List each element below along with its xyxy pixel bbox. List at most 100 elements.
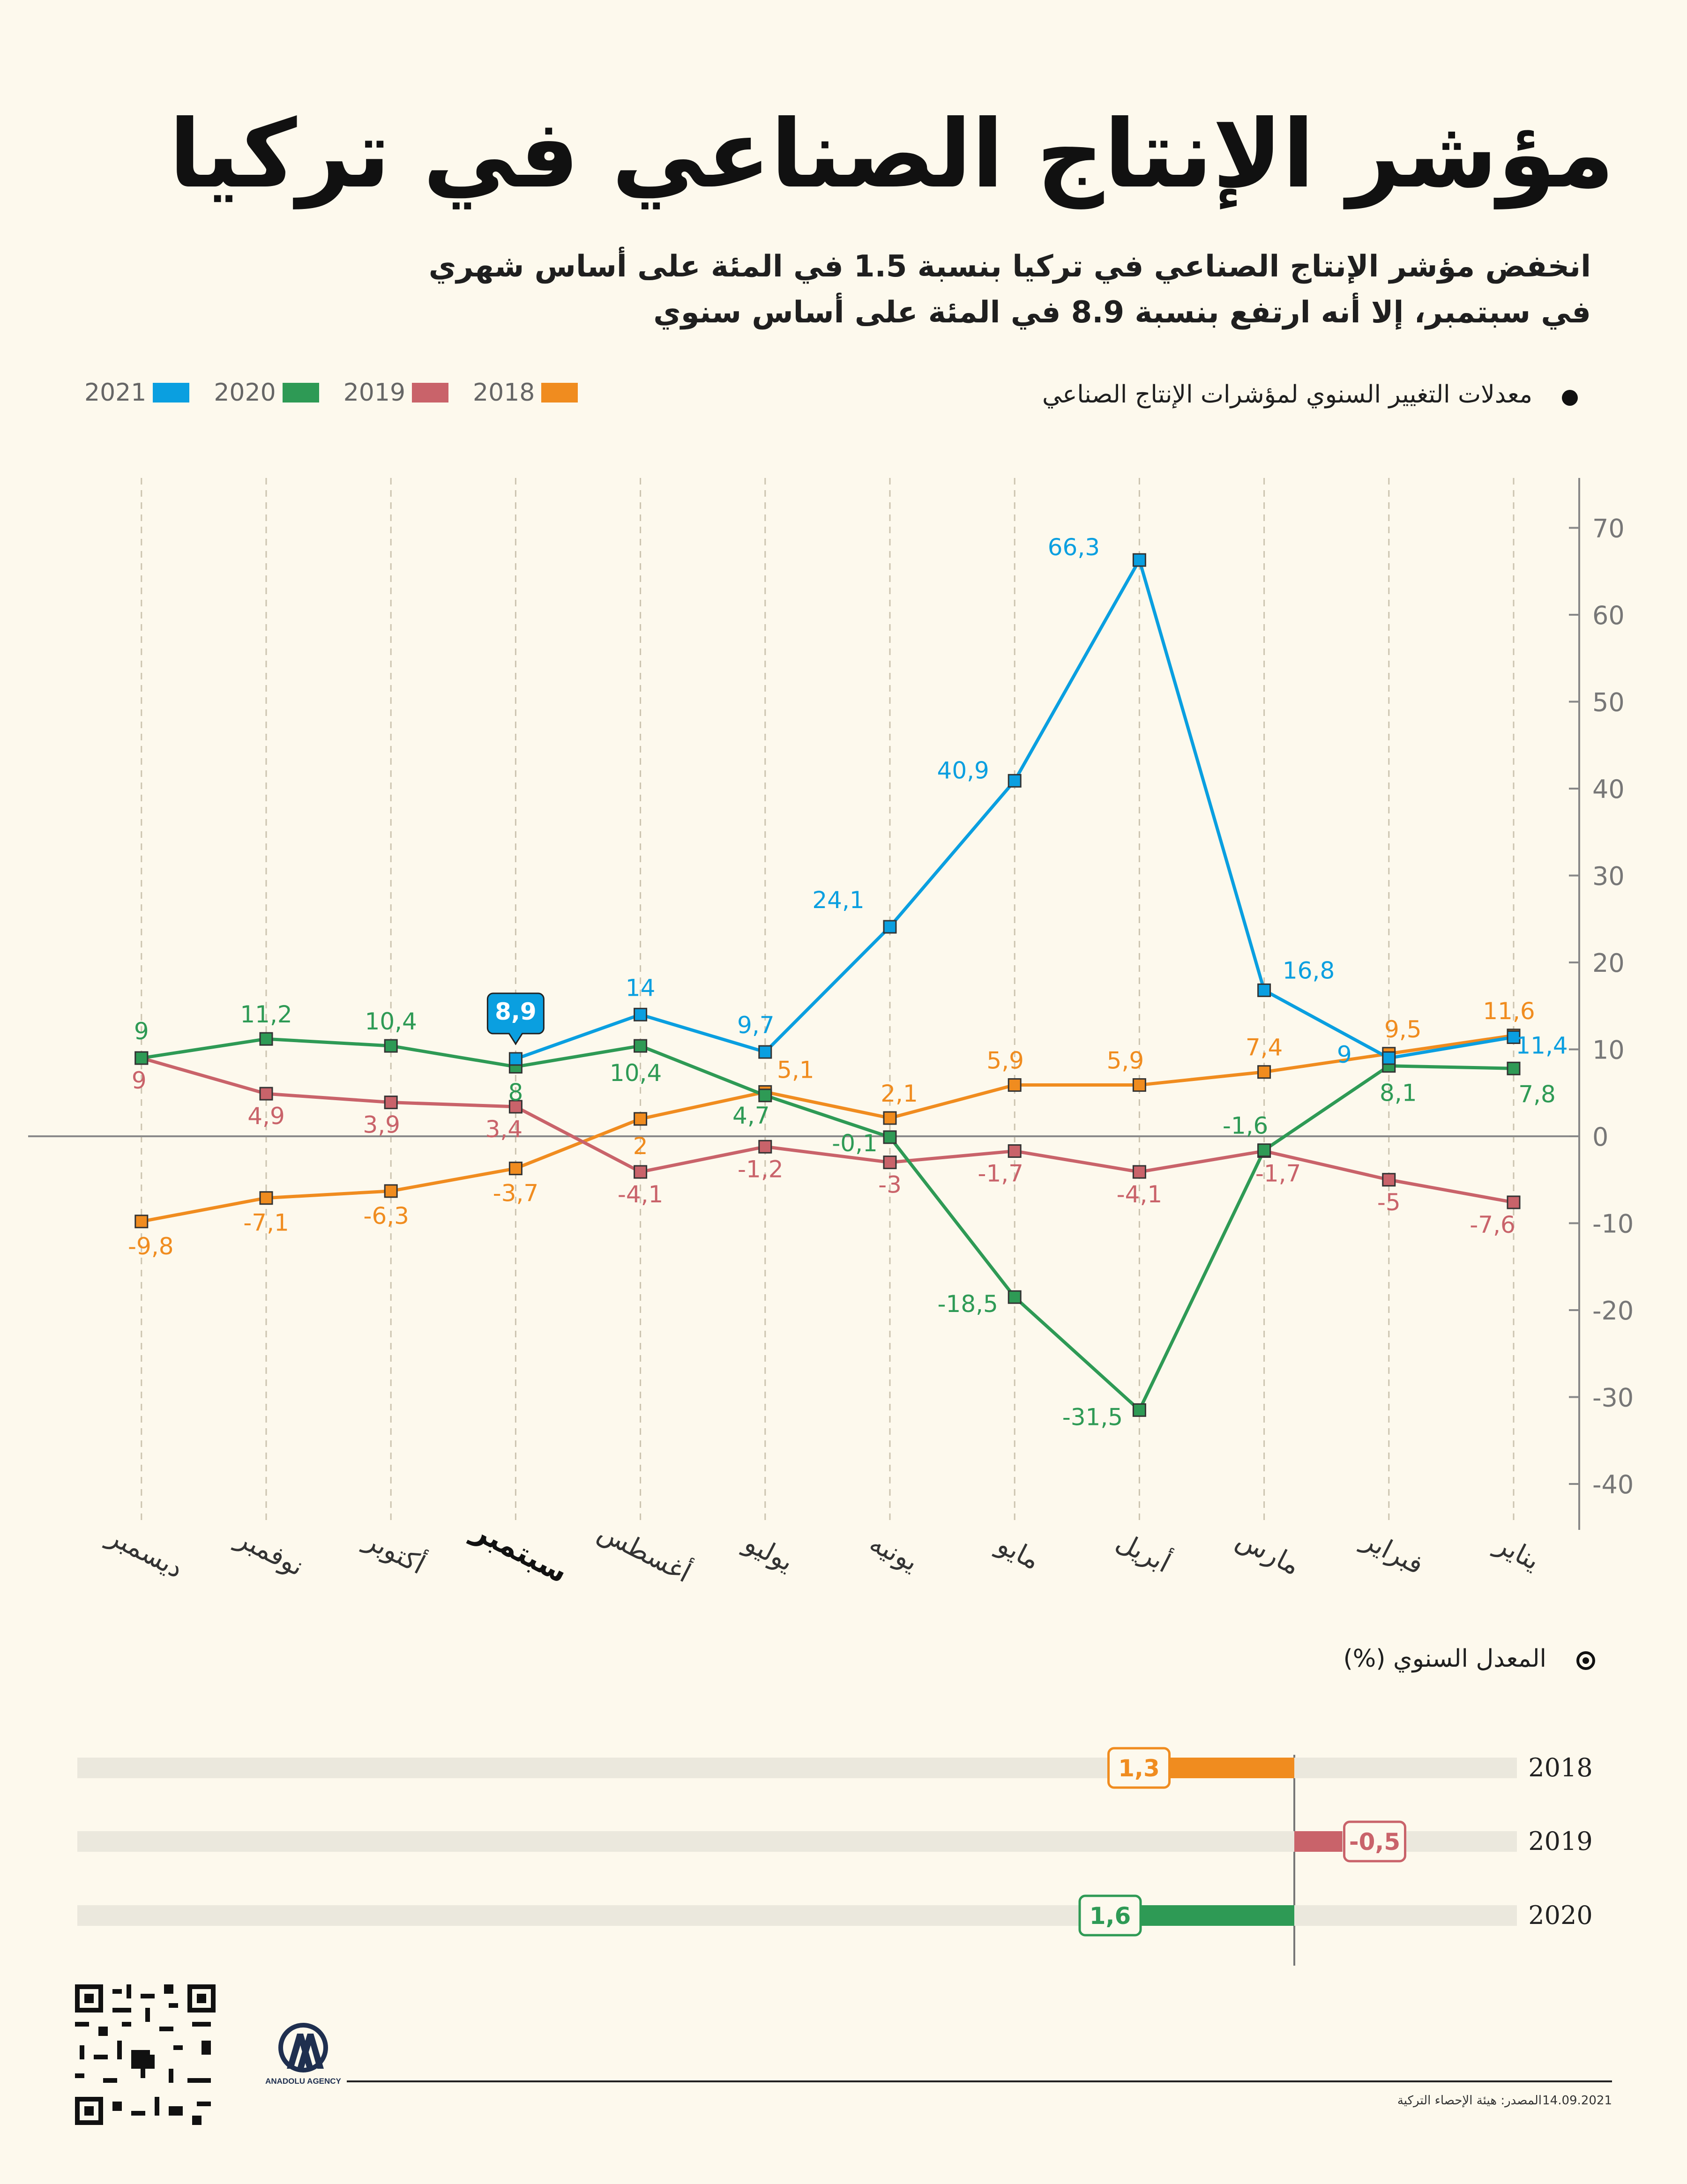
data-label-2019-3: -4,1 — [1117, 1181, 1163, 1208]
point-2018-4 — [1008, 1078, 1022, 1092]
data-label-2018-3: 5,9 — [1107, 1047, 1144, 1074]
data-label-2020-0: 7,8 — [1518, 1081, 1556, 1108]
annual-category-2018: 2018 — [1528, 1753, 1592, 1782]
point-2020-5 — [883, 1130, 897, 1144]
point-2019-10 — [259, 1087, 273, 1101]
annual-bar-2020 — [1141, 1905, 1294, 1926]
data-label-2018-10: -7,1 — [243, 1209, 289, 1237]
data-label-2020-4: -18,5 — [938, 1290, 998, 1318]
data-label-2021-5: 24,1 — [812, 887, 864, 914]
subtitle-line-1: انخفض مؤشر الإنتاج الصناعي في تركيا بنسب… — [428, 249, 1591, 284]
point-2020-11 — [134, 1051, 149, 1065]
data-label-2019-11: 9 — [132, 1067, 147, 1094]
y-tick-label-20: 20 — [1592, 948, 1625, 978]
point-2021-0 — [1507, 1030, 1521, 1044]
data-label-2019-6: -1,2 — [738, 1155, 784, 1183]
data-label-2020-5: -0,1 — [832, 1130, 878, 1157]
data-label-2019-7: -4,1 — [618, 1181, 664, 1208]
point-2019-6 — [758, 1140, 772, 1154]
annual-category-2019: 2019 — [1528, 1826, 1592, 1856]
point-2018-9 — [384, 1184, 398, 1198]
data-label-2020-10: 11,2 — [240, 1001, 292, 1028]
page-title: مؤشر الإنتاج الصناعي في تركيا — [169, 100, 1614, 209]
y-tick-label-40: 40 — [1592, 775, 1625, 804]
line-chart: 706050403020100-10-20-30-40ينايرفبرايرما… — [28, 478, 1634, 1590]
y-tick-label--10: -10 — [1592, 1209, 1634, 1239]
point-2019-9 — [384, 1096, 398, 1110]
annual-category-2020: 2020 — [1528, 1901, 1592, 1930]
series-line-2018 — [141, 1034, 1514, 1223]
annual-track-2019 — [77, 1831, 1517, 1852]
data-label-2019-1: -5 — [1377, 1189, 1401, 1216]
bullet-icon — [1562, 390, 1578, 406]
point-2021-2 — [1257, 983, 1271, 997]
data-label-2019-10: 4,9 — [247, 1103, 285, 1130]
chart-section-label: معدلات التغيير السنوي لمؤشرات الإنتاج ال… — [1042, 380, 1532, 409]
point-2019-8 — [508, 1100, 523, 1114]
data-label-2019-9: 3,9 — [363, 1111, 400, 1139]
annual-bar-2019 — [1294, 1831, 1343, 1852]
point-2020-3 — [1132, 1403, 1146, 1417]
y-tick-label-60: 60 — [1592, 601, 1625, 630]
annual-track-2020 — [77, 1905, 1517, 1926]
point-2021-7 — [634, 1007, 648, 1021]
point-2020-10 — [259, 1032, 273, 1046]
y-tick-label--20: -20 — [1592, 1296, 1634, 1326]
point-2021-1 — [1382, 1051, 1396, 1065]
data-label-2018-1: 9,5 — [1384, 1016, 1422, 1043]
point-2018-11 — [134, 1215, 149, 1229]
point-2021-6 — [758, 1045, 772, 1059]
subtitle-line-2: في سبتمبر، إلا أنه ارتفع بنسبة 8.9 في ال… — [653, 295, 1591, 330]
annual-value-2020: 1,6 — [1090, 1902, 1131, 1930]
legend-swatch-2018 — [541, 383, 578, 403]
annual-section-label: المعدل السنوي (%) — [1344, 1645, 1547, 1673]
series-line-2020 — [141, 1037, 1514, 1412]
y-tick-label-30: 30 — [1592, 862, 1625, 891]
y-tick-label-0: 0 — [1592, 1122, 1608, 1152]
footer-divider — [347, 2080, 1612, 2082]
point-2021-3 — [1132, 553, 1146, 567]
point-2019-7 — [634, 1165, 648, 1179]
data-label-2021-2: 16,8 — [1283, 957, 1335, 984]
legend-item-2020: 2020 — [214, 379, 319, 407]
subtitle: انخفض مؤشر الإنتاج الصناعي في تركيا بنسب… — [373, 244, 1591, 335]
annual-section-text: المعدل السنوي (%) — [1343, 1645, 1547, 1673]
point-2020-4 — [1008, 1290, 1022, 1304]
point-2019-0 — [1507, 1195, 1521, 1209]
point-2020-2 — [1257, 1143, 1271, 1157]
legend-item-2018: 2018 — [473, 379, 578, 407]
y-tick-label-50: 50 — [1592, 688, 1625, 717]
data-label-2019-4: -1,7 — [978, 1160, 1023, 1187]
point-2021-5 — [883, 920, 897, 934]
qr-code — [75, 1984, 216, 2125]
point-2018-3 — [1132, 1078, 1146, 1092]
callout-bubble — [486, 992, 545, 1045]
point-2018-5 — [883, 1111, 897, 1125]
point-2019-1 — [1382, 1173, 1396, 1187]
point-2020-7 — [634, 1039, 648, 1053]
legend-swatch-2021 — [153, 383, 190, 403]
point-2018-2 — [1257, 1065, 1271, 1079]
data-label-2018-6: 5,1 — [777, 1056, 814, 1083]
point-2019-4 — [1008, 1144, 1022, 1158]
data-label-2020-11: 9 — [134, 1018, 149, 1045]
data-label-2020-9: 10,4 — [365, 1008, 417, 1035]
data-label-2021-6: 9,7 — [737, 1012, 775, 1039]
point-2021-4 — [1008, 774, 1022, 788]
legend-label-2019: 2019 — [343, 379, 406, 407]
data-label-2019-0: -7,6 — [1470, 1211, 1515, 1238]
point-2020-6 — [758, 1088, 772, 1103]
data-label-2019-5: -3 — [878, 1171, 902, 1199]
point-2018-7 — [634, 1112, 648, 1126]
y-tick-label--30: -30 — [1592, 1383, 1634, 1413]
y-tick-label--40: -40 — [1592, 1470, 1634, 1499]
date-text: 14.09.2021 — [1542, 2094, 1612, 2108]
callout-label: 8,9 — [495, 998, 537, 1025]
data-label-2021-7: 14 — [626, 974, 656, 1001]
chart-section-text: معدلات التغيير السنوي لمؤشرات الإنتاج ال… — [1042, 380, 1532, 409]
legend-swatch-2019 — [412, 383, 449, 403]
data-label-2021-3: 66,3 — [1048, 534, 1100, 561]
data-label-2018-11: -9,8 — [128, 1233, 174, 1260]
logo-text: ANADOLU AGENCY — [265, 2077, 341, 2086]
data-label-2018-7: 2 — [633, 1133, 648, 1160]
